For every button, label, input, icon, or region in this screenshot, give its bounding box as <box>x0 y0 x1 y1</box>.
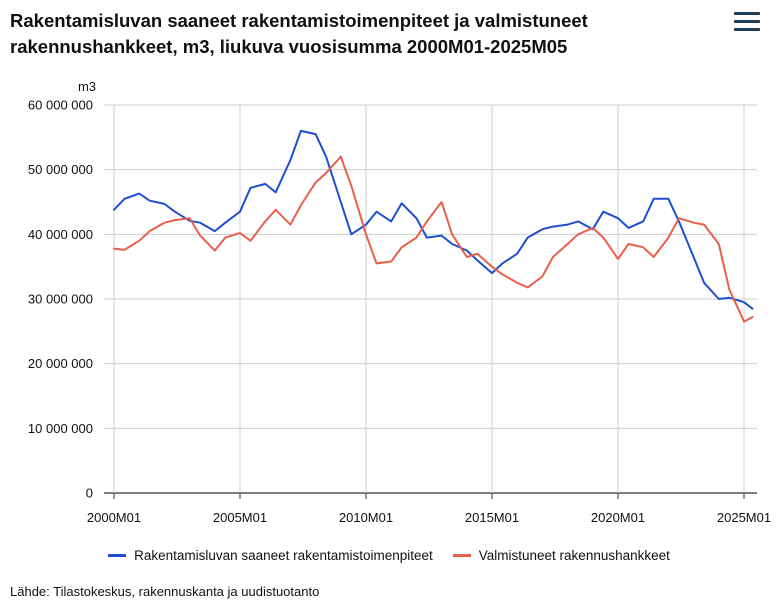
x-tick-label: 2020M01 <box>591 510 645 525</box>
y-tick-label: 40 000 000 <box>28 227 93 242</box>
chart-title: Rakentamisluvan saaneet rakentamistoimen… <box>10 10 588 57</box>
x-tick-label: 2025M01 <box>717 510 771 525</box>
hamburger-menu-icon[interactable] <box>734 12 760 34</box>
legend-swatch-series-2 <box>452 554 471 557</box>
legend-swatch-series-1 <box>108 554 127 557</box>
y-tick-label: 60 000 000 <box>28 98 93 113</box>
chart-legend: Rakentamisluvan saaneet rakentamistoimen… <box>0 548 778 563</box>
x-tick-label: 2010M01 <box>339 510 393 525</box>
menu-bar <box>734 20 760 23</box>
line-chart: m3 0 10 000 000 20 000 000 30 000 000 40 000 … <box>28 79 771 525</box>
y-axis-unit-label: m3 <box>78 79 96 94</box>
legend-label-series-1: Rakentamisluvan saaneet rakentamistoimen… <box>134 548 433 563</box>
source-note: Lähde: Tilastokeskus, rakennuskanta ja u… <box>10 584 320 599</box>
y-tick-label: 10 000 000 <box>28 421 93 436</box>
x-tick-label: 2005M01 <box>213 510 267 525</box>
y-tick-label: 20 000 000 <box>28 356 93 371</box>
legend-item-series-2[interactable]: Valmistuneet rakennushankkeet <box>452 548 670 563</box>
series-line-1 <box>113 129 754 310</box>
x-tick-label: 2015M01 <box>465 510 519 525</box>
legend-item-series-1[interactable]: Rakentamisluvan saaneet rakentamistoimen… <box>108 548 433 563</box>
legend-label-series-2: Valmistuneet rakennushankkeet <box>478 548 670 563</box>
menu-bar <box>734 28 760 31</box>
menu-bar <box>734 12 760 15</box>
y-tick-label: 0 <box>86 486 93 501</box>
x-tick-label: 2000M01 <box>87 510 141 525</box>
y-tick-label: 30 000 000 <box>28 292 93 307</box>
series-line-2 <box>113 155 754 323</box>
y-tick-label: 50 000 000 <box>28 162 93 177</box>
